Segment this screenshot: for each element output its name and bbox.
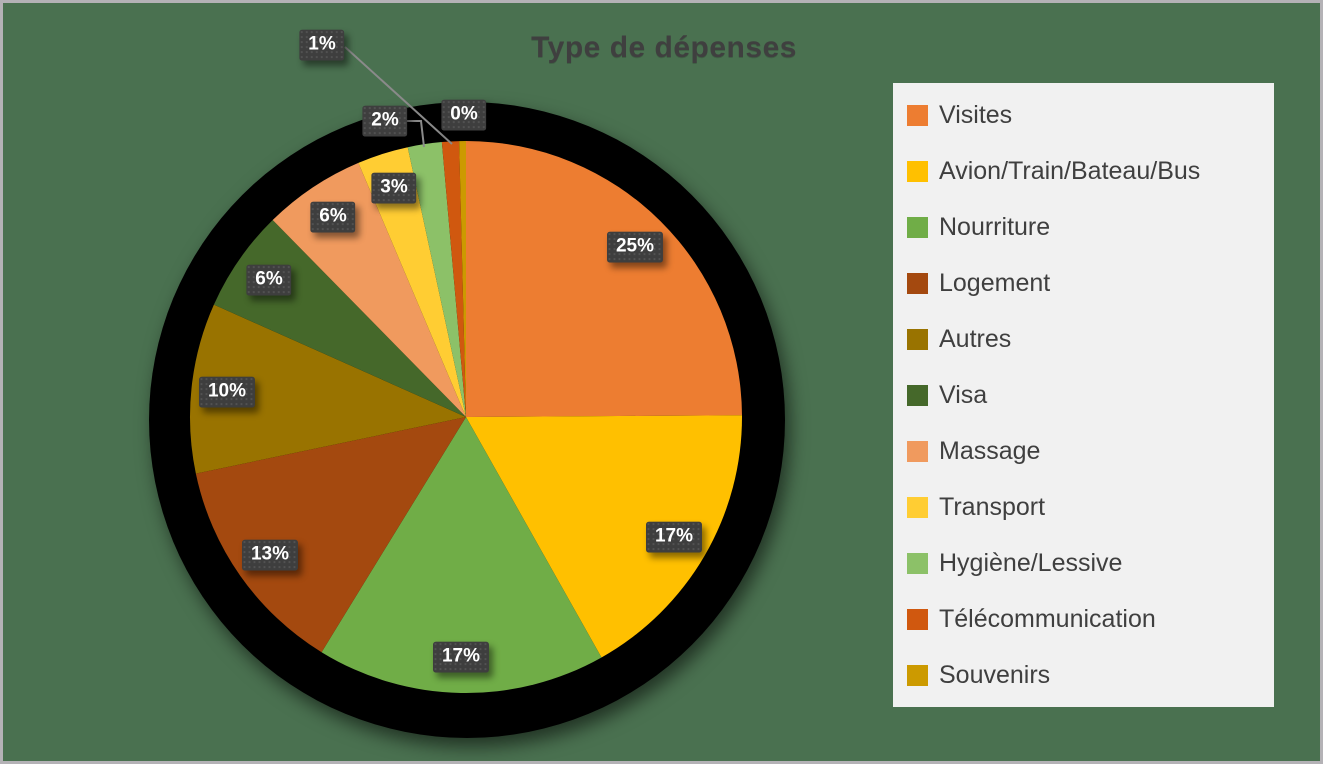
legend-label: Massage [939, 437, 1041, 465]
legend-label: Souvenirs [939, 661, 1051, 689]
data-label-6: 6% [246, 264, 292, 296]
legend-item-2: Avion/Train/Bateau/Bus [907, 154, 1266, 188]
legend-item-8: Transport [907, 490, 1266, 524]
callout-line [406, 120, 425, 148]
legend-item-1: Visites [907, 98, 1266, 132]
legend-label: Nourriture [939, 213, 1051, 241]
data-label-3: 17% [432, 641, 490, 673]
legend-item-10: Télécommunication [907, 602, 1266, 636]
data-label-10: 1% [299, 29, 345, 61]
legend-label: Transport [939, 493, 1046, 521]
legend-swatch-icon [907, 664, 928, 686]
pie-slice-10 [441, 141, 466, 417]
legend-item-7: Massage [907, 434, 1266, 468]
legend-item-9: Hygiène/Lessive [907, 546, 1266, 580]
pie-slice-3 [321, 417, 602, 693]
legend-item-6: Visa [907, 378, 1266, 412]
pie-slice-2 [466, 415, 742, 658]
callout-line [344, 46, 453, 145]
data-label-4: 13% [241, 539, 299, 571]
legend-label: Visites [939, 101, 1013, 129]
legend-item-11: Souvenirs [907, 658, 1266, 692]
pie-slice-5 [189, 304, 467, 474]
legend-swatch-icon [907, 104, 928, 126]
legend-item-4: Logement [907, 266, 1266, 300]
legend-swatch-icon [907, 384, 928, 406]
legend-label: Hygiène/Lessive [939, 549, 1123, 577]
data-label-11: 0% [441, 99, 487, 131]
data-label-1: 25% [606, 231, 664, 263]
pie-slice-8 [358, 147, 466, 417]
pie-slice-9 [407, 142, 466, 417]
legend-item-5: Autres [907, 322, 1266, 356]
legend-swatch-icon [907, 496, 928, 518]
legend-label: Avion/Train/Bateau/Bus [939, 157, 1201, 185]
legend-label: Logement [939, 269, 1051, 297]
pie-slice-1 [466, 141, 742, 417]
data-label-9: 2% [362, 105, 408, 137]
data-label-7: 6% [310, 201, 356, 233]
legend-item-3: Nourriture [907, 210, 1266, 244]
legend-swatch-icon [907, 328, 928, 350]
data-label-2: 17% [645, 521, 703, 553]
legend-swatch-icon [907, 216, 928, 238]
pie-slice-11 [459, 141, 466, 417]
legend-label: Autres [939, 325, 1012, 353]
data-label-8: 3% [371, 172, 417, 204]
legend-label: Télécommunication [939, 605, 1156, 633]
chart-legend: Visites Avion/Train/Bateau/Bus Nourriture L… [893, 83, 1274, 707]
legend-swatch-icon [907, 608, 928, 630]
legend-label: Visa [939, 381, 988, 409]
pie-slice-4 [195, 417, 467, 653]
legend-swatch-icon [907, 552, 928, 574]
legend-swatch-icon [907, 272, 928, 294]
chart-title: Type de dépenses [531, 31, 797, 64]
legend-swatch-icon [907, 160, 928, 182]
data-label-5: 10% [198, 376, 256, 408]
legend-swatch-icon [907, 440, 928, 462]
